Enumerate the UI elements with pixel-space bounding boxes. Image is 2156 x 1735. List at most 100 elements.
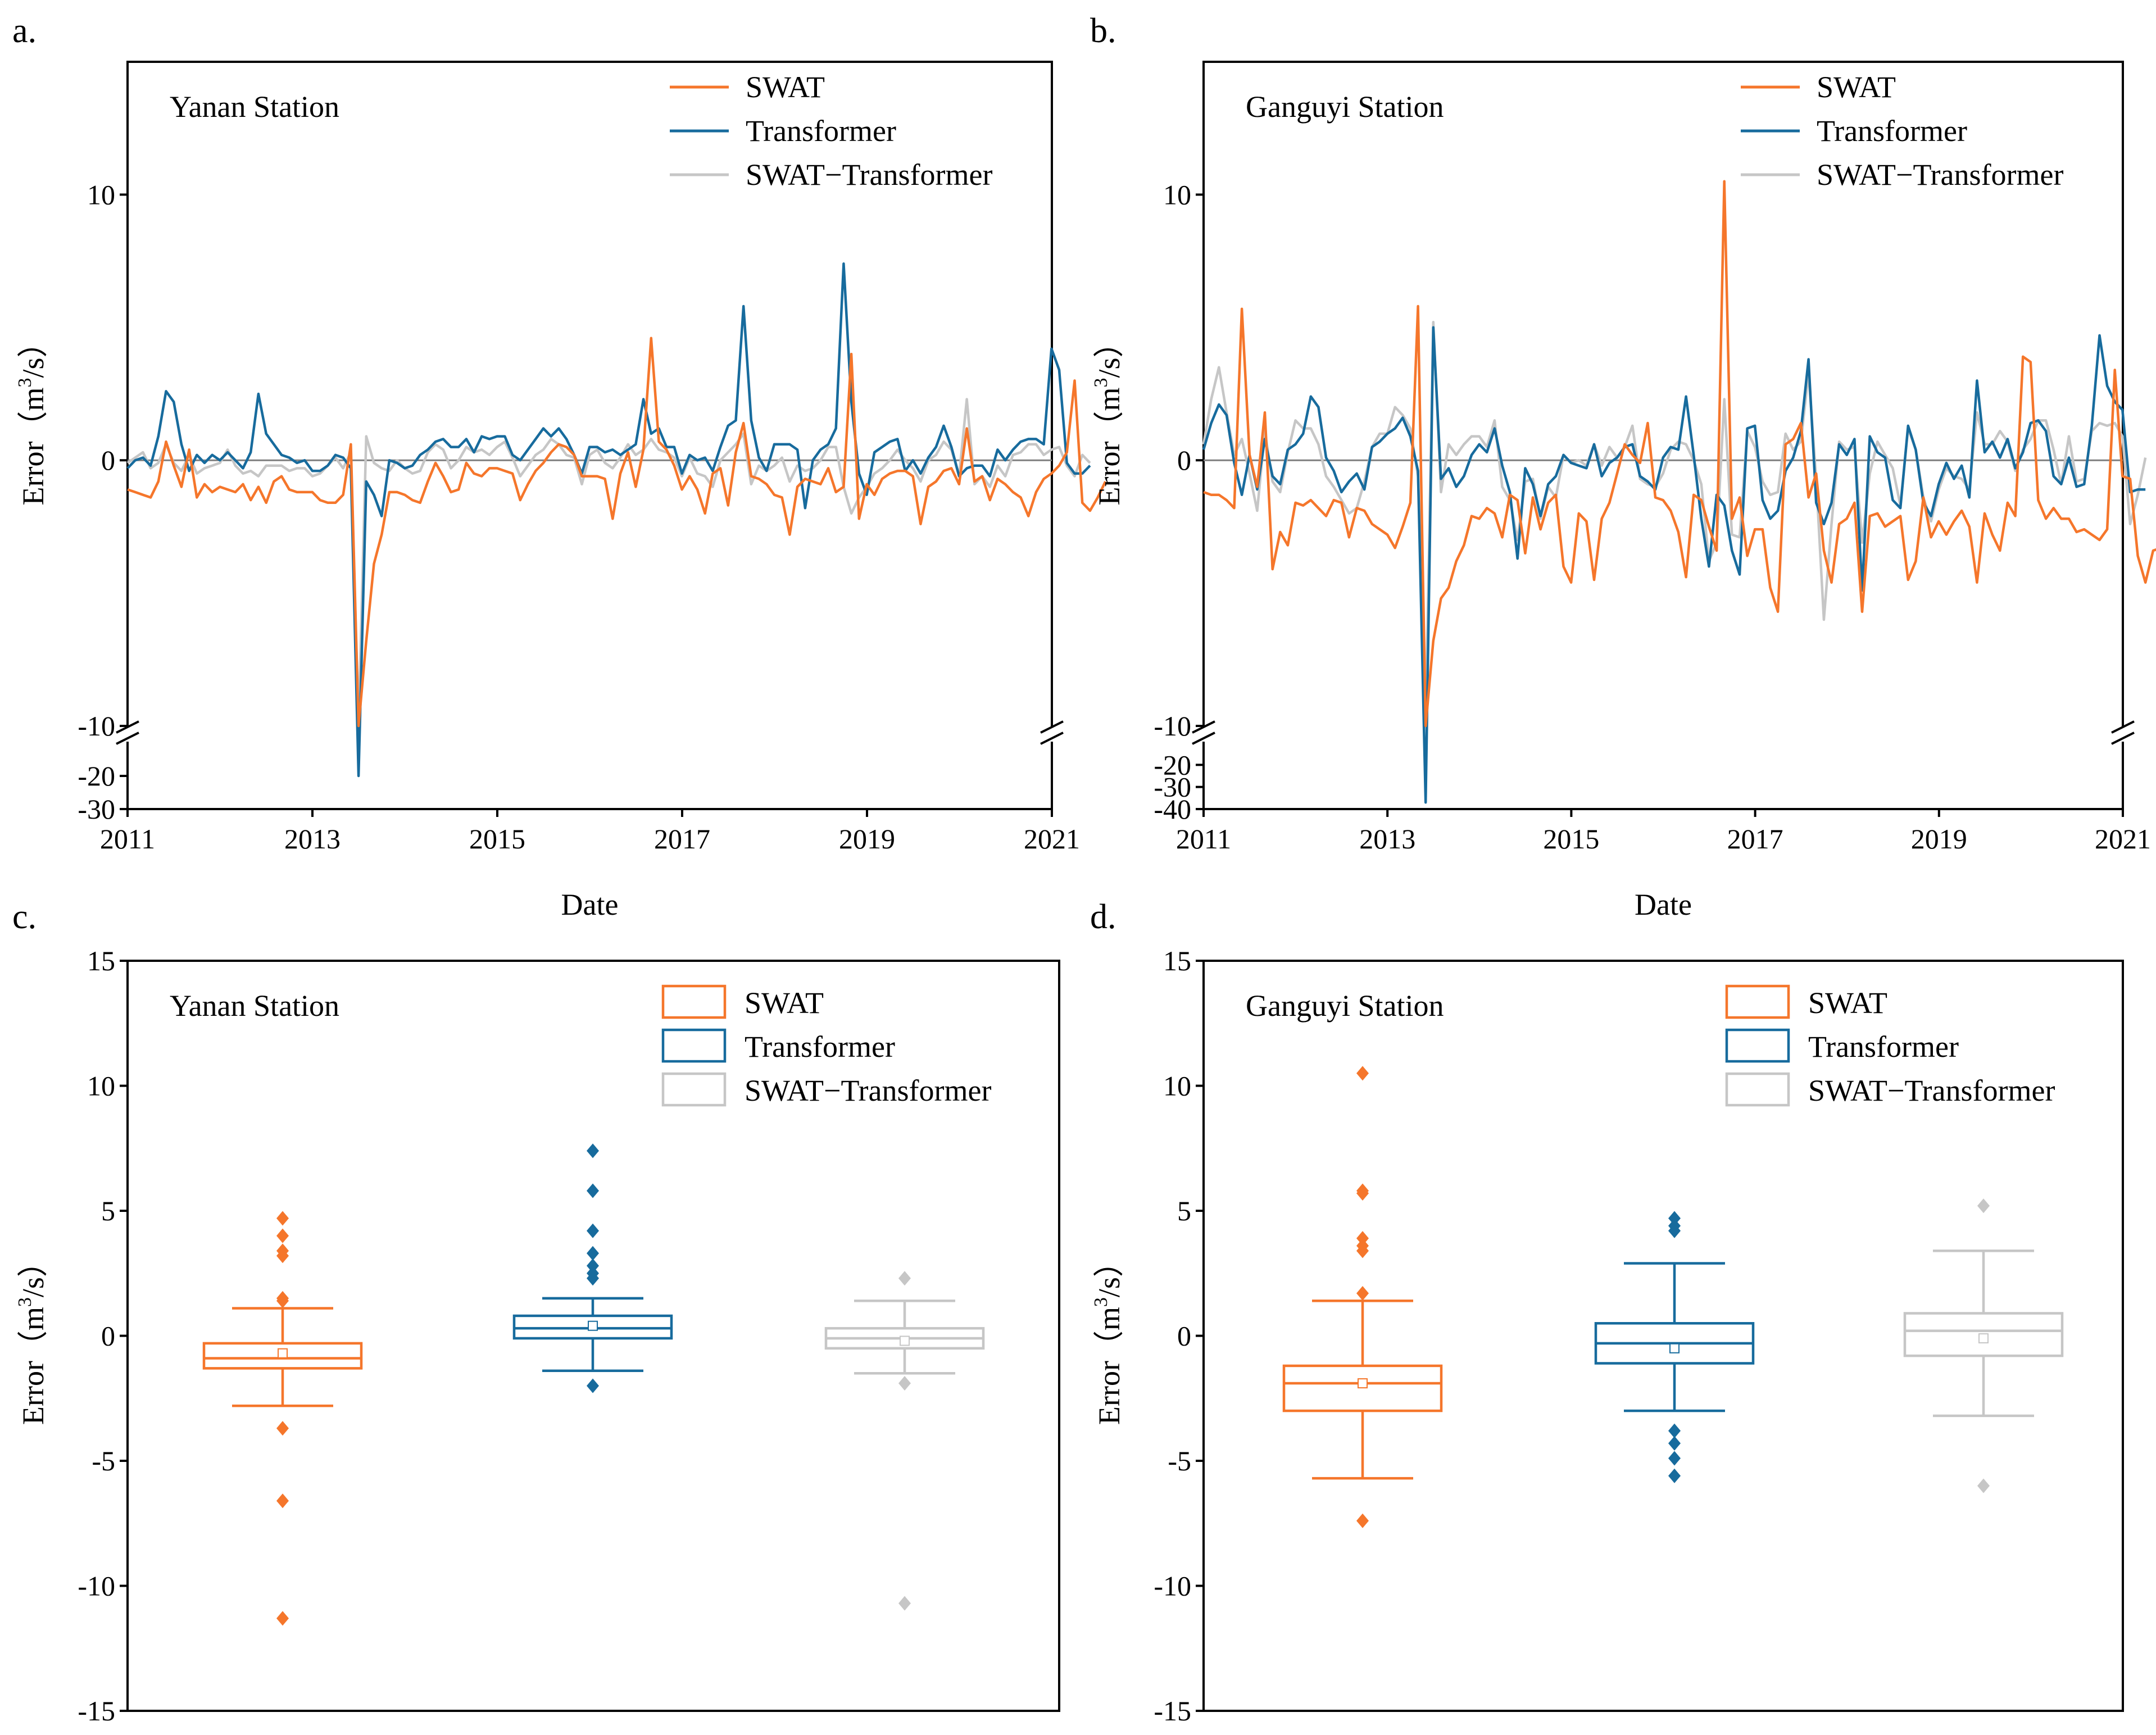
outlier-swat <box>276 1293 289 1309</box>
legend-label: Transformer <box>745 1030 895 1064</box>
legend-label: SWAT <box>746 70 825 104</box>
x-tick-label: 2013 <box>284 823 341 855</box>
legend-label: SWAT <box>1808 986 1887 1020</box>
y-tick-label: 15 <box>1163 945 1191 976</box>
y-tick-label: 10 <box>87 1070 115 1102</box>
legend-swatch <box>1725 1028 1790 1063</box>
series-line-swat <box>127 337 1107 728</box>
y-axis-label-prefix: Error（m <box>16 1307 50 1425</box>
y-tick-label: 15 <box>87 945 115 976</box>
series-line-swat-transformer <box>1202 321 2147 728</box>
y-axis-label-superscript: 3 <box>1091 1297 1111 1307</box>
y-axis-label-suffix: /s） <box>1092 1247 1126 1297</box>
y-axis-label-suffix: /s） <box>16 1247 50 1297</box>
y-tick-label: -10 <box>1154 710 1191 742</box>
x-tick-label: 2019 <box>1911 823 1967 855</box>
legend-label: Transformer <box>1808 1030 1959 1064</box>
legend-label: SWAT−Transformer <box>745 1074 991 1107</box>
outlier-swat <box>276 1228 289 1243</box>
y-tick-label: -20 <box>78 760 115 792</box>
x-tick-label: 2013 <box>1359 823 1415 855</box>
panel-letter: d. <box>1090 898 1116 936</box>
axis-break-mark <box>1040 732 1064 745</box>
mean-marker-transformer <box>588 1320 598 1331</box>
mean-marker-swat <box>278 1348 288 1359</box>
x-tick-label: 2015 <box>469 823 525 855</box>
outlier-swat <box>276 1211 289 1226</box>
station-title: Ganguyi Station <box>1246 90 1444 124</box>
legend-swatch <box>661 984 727 1019</box>
y-tick-label: 0 <box>101 444 115 476</box>
y-tick-label: 0 <box>1177 444 1191 476</box>
outlier-transformer <box>1668 1223 1681 1238</box>
y-axis-label-suffix: /s） <box>1092 328 1126 378</box>
outlier-swat <box>1356 1243 1369 1259</box>
y-axis-label-prefix: Error（m <box>1092 1307 1126 1425</box>
axis-break-mark <box>2111 720 2135 734</box>
outlier-transformer <box>587 1143 599 1159</box>
station-title: Yanan Station <box>170 90 339 124</box>
y-axis-label-superscript: 3 <box>1091 378 1111 388</box>
x-axis-label: Date <box>561 888 619 921</box>
y-axis-label-prefix: Error（m <box>16 388 50 506</box>
y-tick-label: -40 <box>1154 793 1191 825</box>
outlier-transformer <box>1668 1423 1681 1438</box>
outlier-transformer <box>587 1223 599 1238</box>
legend-label: Transformer <box>746 114 896 148</box>
legend-label: SWAT−Transformer <box>1817 158 2063 192</box>
outlier-swat-transformer <box>898 1596 911 1611</box>
outlier-swat <box>276 1248 289 1264</box>
series-line-swat-transformer <box>126 398 1091 728</box>
axis-break-mark <box>1192 732 1215 745</box>
y-tick-label: -10 <box>78 1570 115 1602</box>
legend-swatch <box>661 1072 727 1107</box>
legend-swatch <box>661 1028 727 1063</box>
x-tick-label: 2021 <box>1024 823 1080 855</box>
y-tick-label: -5 <box>92 1445 115 1477</box>
y-tick-label: 0 <box>1177 1320 1191 1352</box>
x-tick-label: 2017 <box>654 823 710 855</box>
y-axis-label: Error（m3/s） <box>15 1247 50 1425</box>
panel-letter: a. <box>12 12 37 50</box>
outlier-swat <box>1356 1186 1369 1201</box>
legend-label: SWAT−Transformer <box>1808 1074 2055 1107</box>
outlier-transformer <box>1668 1211 1681 1226</box>
y-tick-label: -20 <box>1154 749 1191 780</box>
outlier-swat <box>1356 1230 1369 1246</box>
y-axis-label-prefix: Error（m <box>1092 388 1126 506</box>
axis-break-mark <box>2111 732 2135 745</box>
legend-label: SWAT−Transformer <box>746 158 992 192</box>
outlier-swat <box>1356 1286 1369 1301</box>
y-tick-label: -30 <box>78 793 115 825</box>
station-title: Ganguyi Station <box>1246 989 1444 1023</box>
y-axis-label: Error（m3/s） <box>15 328 50 506</box>
plot-frame <box>126 61 1053 810</box>
outlier-transformer <box>587 1271 599 1286</box>
mean-marker-swat-transformer <box>900 1336 910 1346</box>
y-axis-label-superscript: 3 <box>15 1297 35 1307</box>
mean-marker-transformer <box>1669 1343 1680 1354</box>
x-tick-label: 2011 <box>1176 823 1231 855</box>
outlier-swat-transformer <box>1977 1478 1990 1493</box>
series-line-transformer <box>126 262 1091 778</box>
panel-letter: c. <box>12 898 37 936</box>
y-tick-label: 10 <box>1163 1070 1191 1102</box>
series-line-transformer <box>1202 326 2146 804</box>
outlier-transformer <box>587 1378 599 1393</box>
x-tick-label: 2011 <box>100 823 155 855</box>
outlier-swat <box>276 1421 289 1436</box>
series-line-swat <box>1203 180 2156 728</box>
box-swat <box>1282 1364 1443 1412</box>
axis-break-mark <box>116 732 139 745</box>
y-tick-label: -10 <box>78 710 115 742</box>
outlier-transformer <box>1668 1451 1681 1466</box>
x-axis-label: Date <box>1635 888 1692 921</box>
outlier-swat-transformer <box>898 1271 911 1286</box>
x-tick-label: 2019 <box>839 823 895 855</box>
axis-break-mark <box>1040 720 1064 734</box>
outlier-swat <box>1356 1066 1369 1081</box>
x-tick-label: 2021 <box>2095 823 2151 855</box>
y-tick-label: -10 <box>1154 1570 1191 1602</box>
